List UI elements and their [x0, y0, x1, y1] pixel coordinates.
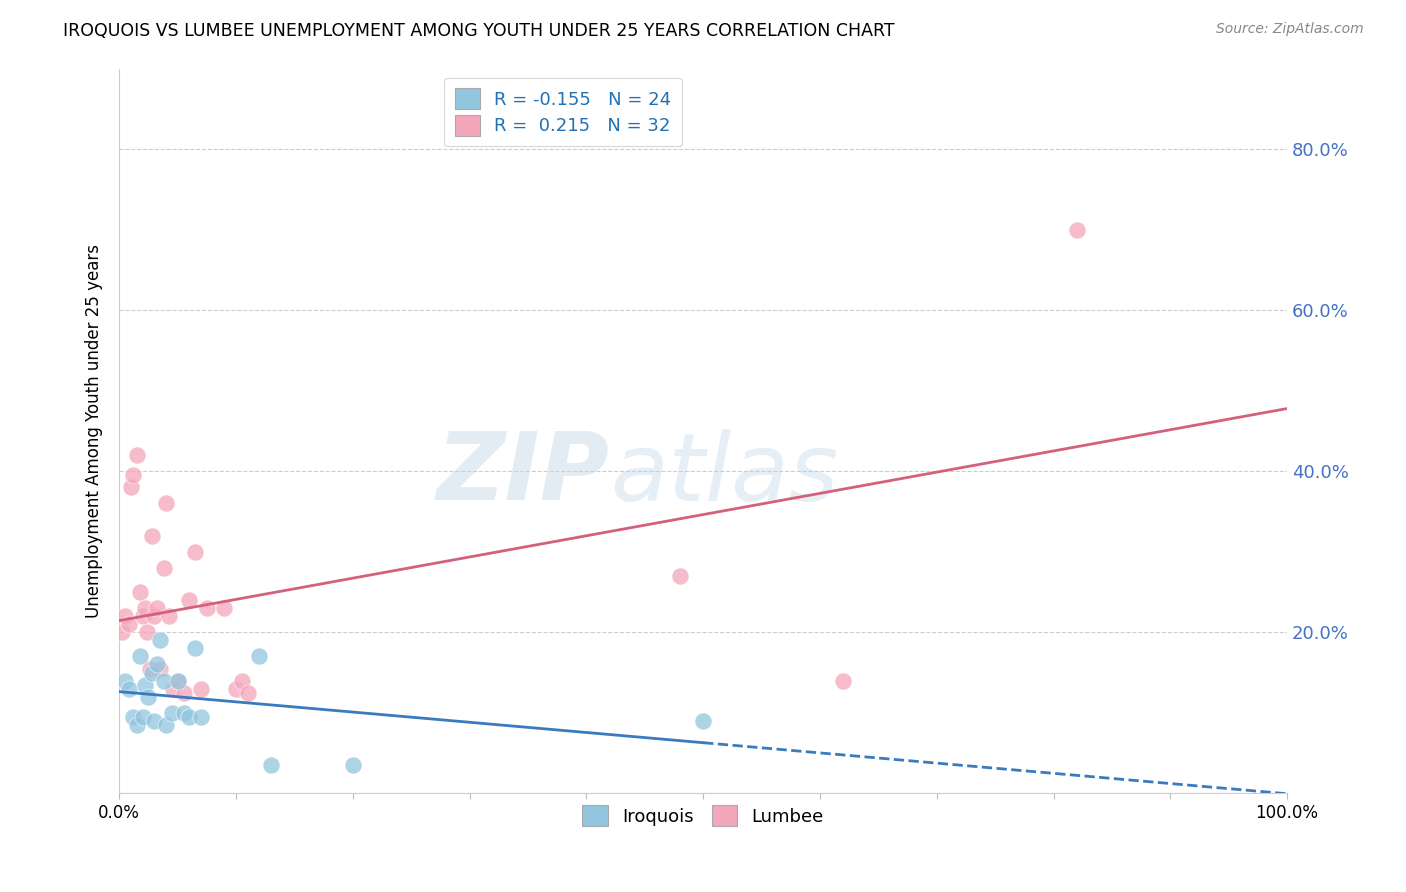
Point [184, 641, 207, 656]
Point [122, 710, 145, 724]
Point [122, 468, 145, 483]
Point [149, 633, 172, 648]
Point [117, 681, 139, 696]
Point [129, 585, 152, 599]
Point [1066, 222, 1088, 236]
Point [214, 601, 236, 615]
Point [669, 569, 692, 583]
Point [155, 718, 177, 732]
Point [134, 601, 156, 615]
Point [231, 673, 253, 688]
Point [141, 528, 163, 542]
Point [179, 593, 201, 607]
Point [173, 686, 195, 700]
Point [152, 561, 174, 575]
Point [138, 661, 160, 675]
Point [117, 617, 139, 632]
Point [166, 673, 188, 688]
Point [129, 649, 152, 664]
Point [152, 673, 174, 688]
Point [141, 665, 163, 680]
Point [184, 545, 207, 559]
Point [249, 649, 271, 664]
Point [260, 758, 283, 772]
Point [236, 686, 259, 700]
Point [190, 710, 212, 724]
Point [162, 681, 184, 696]
Y-axis label: Unemployment Among Youth under 25 years: Unemployment Among Youth under 25 years [86, 244, 103, 618]
Point [195, 601, 218, 615]
Text: ZIP: ZIP [437, 428, 610, 520]
Point [160, 706, 183, 720]
Point [145, 601, 167, 615]
Text: IROQUOIS VS LUMBEE UNEMPLOYMENT AMONG YOUTH UNDER 25 YEARS CORRELATION CHART: IROQUOIS VS LUMBEE UNEMPLOYMENT AMONG YO… [63, 22, 894, 40]
Point [166, 673, 188, 688]
Point [143, 714, 166, 728]
Point [190, 681, 212, 696]
Point [832, 673, 855, 688]
Point [145, 657, 167, 672]
Point [159, 609, 181, 624]
Point [342, 758, 364, 772]
Point [125, 718, 148, 732]
Point [136, 625, 159, 640]
Point [114, 673, 136, 688]
Point [692, 714, 714, 728]
Point [173, 706, 195, 720]
Point [131, 710, 153, 724]
Point [134, 678, 156, 692]
Point [149, 661, 172, 675]
Point [125, 448, 148, 462]
Text: atlas: atlas [610, 429, 838, 520]
Point [120, 480, 142, 494]
Legend: Iroquois, Lumbee: Iroquois, Lumbee [574, 797, 832, 835]
Point [114, 609, 136, 624]
Point [179, 710, 201, 724]
Point [155, 496, 177, 510]
Point [225, 681, 247, 696]
Point [143, 609, 166, 624]
Point [110, 625, 132, 640]
Point [131, 609, 153, 624]
Point [138, 690, 160, 704]
Text: Source: ZipAtlas.com: Source: ZipAtlas.com [1216, 22, 1364, 37]
